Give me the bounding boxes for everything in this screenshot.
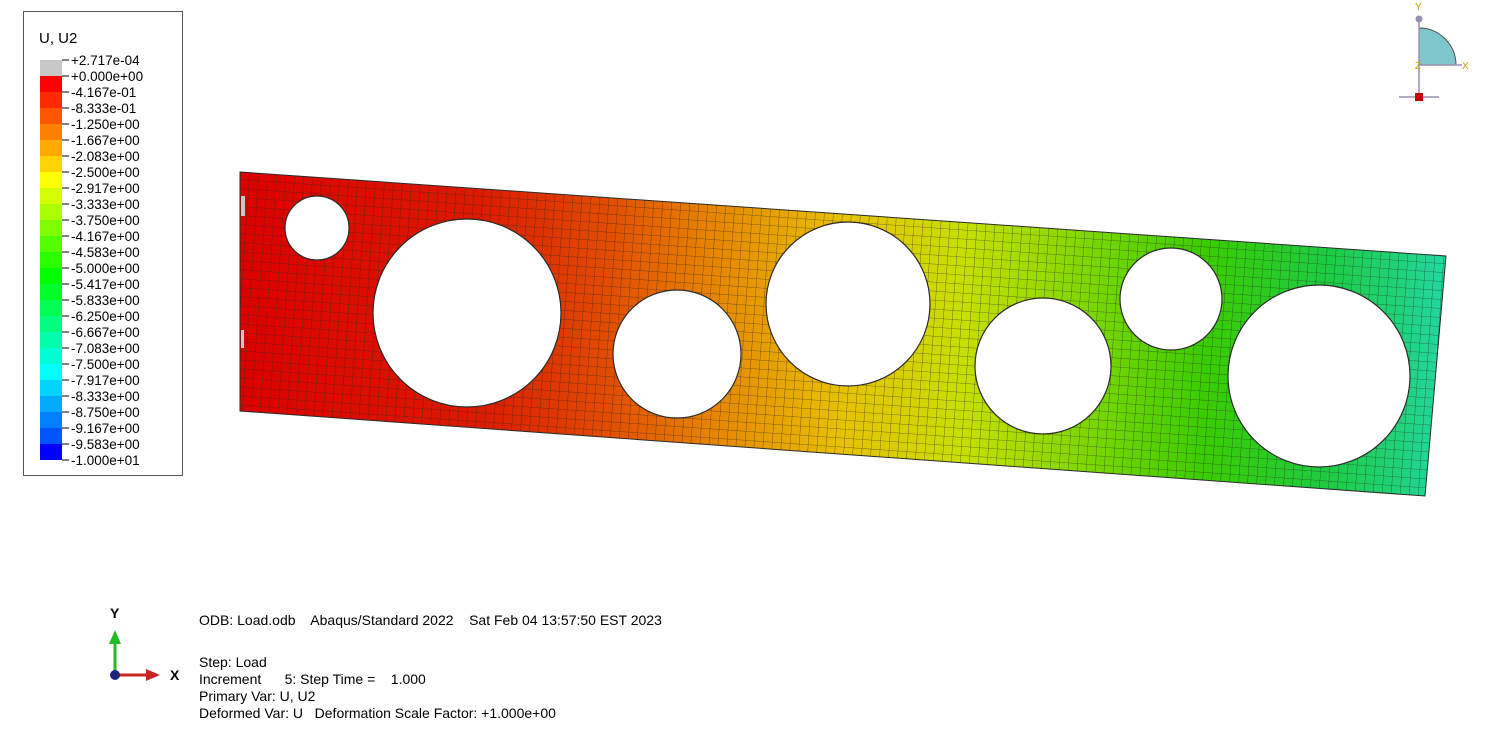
legend-label: +2.717e-04 <box>71 53 140 68</box>
legend-swatch <box>40 268 62 284</box>
legend-label: -5.833e+00 <box>71 293 140 308</box>
legend-title: U, U2 <box>39 30 78 47</box>
increment-line: Increment 5: Step Time = 1.000 <box>199 671 426 687</box>
legend-swatch <box>40 252 62 268</box>
legend-label: -1.250e+00 <box>71 117 140 132</box>
odb-info-block: ODB: Load.odb Abaqus/Standard 2022 Sat F… <box>199 612 662 722</box>
legend-label: +0.000e+00 <box>71 69 143 84</box>
legend-swatch <box>40 76 62 92</box>
legend-label: -4.167e+00 <box>71 229 140 244</box>
legend-label: -6.667e+00 <box>71 325 140 340</box>
view-triad: Y Z X <box>1399 2 1469 101</box>
deformed-var-line: Deformed Var: U Deformation Scale Factor… <box>199 705 556 721</box>
legend-label: -8.750e+00 <box>71 405 140 420</box>
legend-label: -7.917e+00 <box>71 373 140 388</box>
deformed-beam[interactable] <box>240 172 1446 496</box>
legend-swatch <box>40 172 62 188</box>
legend-label: -4.583e+00 <box>71 245 140 260</box>
legend-label: -2.917e+00 <box>71 181 140 196</box>
triad-y-label: Y <box>110 605 120 621</box>
coordinate-triad: Y X <box>109 605 180 683</box>
legend-swatch <box>40 412 62 428</box>
legend-label: -8.333e-01 <box>71 101 136 116</box>
legend-swatch <box>40 124 62 140</box>
legend-swatch <box>40 108 62 124</box>
legend-label: -1.000e+01 <box>71 453 140 468</box>
view-y-handle-icon <box>1415 15 1423 23</box>
view-triad-x-label: X <box>1462 61 1469 72</box>
legend-label: -9.583e+00 <box>71 437 140 452</box>
step-line: Step: Load <box>199 654 267 670</box>
legend-label: -5.000e+00 <box>71 261 140 276</box>
legend-swatch <box>40 236 62 252</box>
primary-var-line: Primary Var: U, U2 <box>199 688 316 704</box>
legend-label: -7.500e+00 <box>71 357 140 372</box>
legend-swatch <box>40 300 62 316</box>
legend-swatch <box>40 156 62 172</box>
legend-swatch <box>40 60 62 76</box>
legend-swatch <box>40 220 62 236</box>
view-cube-icon <box>1418 27 1457 66</box>
legend-swatch <box>40 380 62 396</box>
legend-swatch <box>40 284 62 300</box>
legend-swatch <box>40 364 62 380</box>
triad-x-label: X <box>170 667 180 683</box>
view-triad-y-label: Y <box>1415 2 1422 13</box>
odb-line: ODB: Load.odb Abaqus/Standard 2022 Sat F… <box>199 612 662 628</box>
legend-label: -7.083e+00 <box>71 341 140 356</box>
legend-label: -8.333e+00 <box>71 389 140 404</box>
legend-label: -3.750e+00 <box>71 213 140 228</box>
legend-label: -5.417e+00 <box>71 277 140 292</box>
legend-color-bar: +2.717e-04+0.000e+00-4.167e-01-8.333e-01… <box>40 53 143 468</box>
beam-outline <box>239 171 1447 497</box>
legend-label: -6.250e+00 <box>71 309 140 324</box>
hole-edges <box>284 195 1411 468</box>
legend-swatch <box>40 204 62 220</box>
legend-swatch <box>40 188 62 204</box>
contour-legend: U, U2 +2.717e-04 +0.000e+00 -4.167e-01 -8.3… <box>23 11 183 476</box>
legend-label: -2.083e+00 <box>71 149 140 164</box>
legend-label: -1.667e+00 <box>71 133 140 148</box>
view-origin-icon <box>1415 93 1423 101</box>
legend-label: -4.167e-01 <box>71 85 136 100</box>
legend-swatch <box>40 396 62 412</box>
legend-label: -3.333e+00 <box>71 197 140 212</box>
legend-swatch <box>40 140 62 156</box>
support-region-bottom <box>241 330 244 348</box>
legend-swatch <box>40 428 62 444</box>
legend-swatch <box>40 444 62 460</box>
legend-swatch <box>40 332 62 348</box>
legend-label: -9.167e+00 <box>71 421 140 436</box>
legend-swatch <box>40 348 62 364</box>
support-region-top <box>241 196 245 216</box>
view-triad-z-label: Z <box>1415 61 1421 72</box>
legend-swatch <box>40 316 62 332</box>
legend-swatch <box>40 92 62 108</box>
legend-label: -2.500e+00 <box>71 165 140 180</box>
triad-origin-icon <box>110 670 120 680</box>
